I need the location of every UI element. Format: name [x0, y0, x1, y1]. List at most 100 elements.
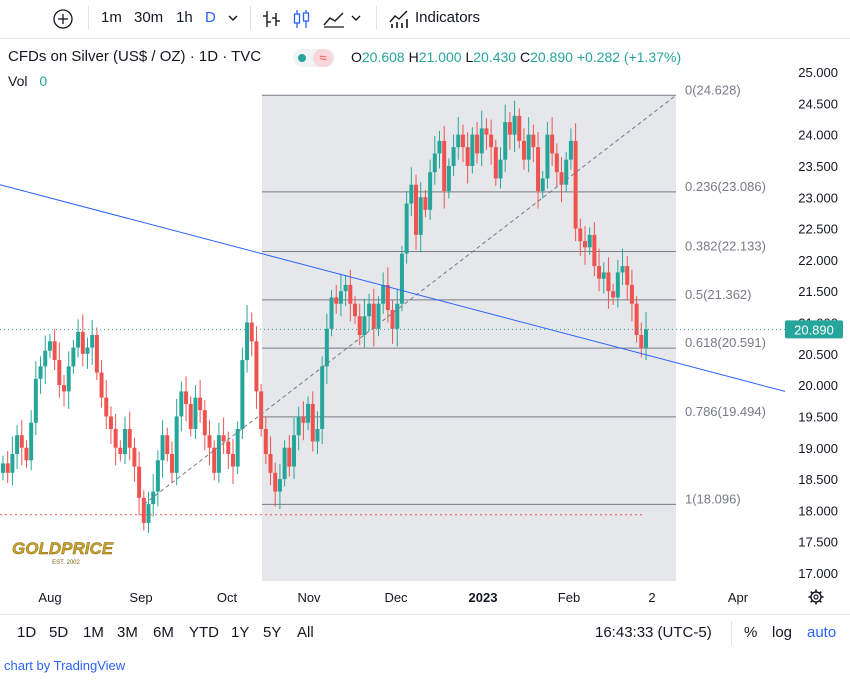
interval-30m-button[interactable]: 30m — [134, 9, 164, 26]
candle-body — [601, 272, 606, 279]
candle-body — [428, 172, 433, 210]
y-axis-tick-label: 19.000 — [798, 441, 838, 456]
candle-body — [348, 284, 353, 304]
candle-body — [615, 272, 620, 298]
candle-body — [71, 347, 76, 367]
candle-body — [418, 197, 423, 235]
candle-body — [465, 147, 470, 166]
candle-body — [343, 284, 348, 292]
toolbar-divider — [250, 6, 251, 30]
log-scale-button[interactable]: log — [772, 624, 793, 641]
range-5y-button[interactable]: 5Y — [263, 624, 282, 641]
candle-body — [620, 266, 625, 273]
auto-scale-button[interactable]: auto — [807, 624, 837, 641]
x-axis-tick-label: Oct — [217, 590, 238, 605]
settings-gear-icon[interactable] — [808, 589, 824, 605]
candle-body — [188, 403, 193, 429]
candle-body — [329, 297, 334, 329]
ohlc-readout: O20.608 H21.000 L20.430 C20.890 +0.282 (… — [351, 49, 681, 65]
candle-body — [230, 454, 235, 467]
candles-chart-type-icon[interactable] — [292, 8, 312, 30]
candle-body — [324, 328, 329, 367]
range-1d-button[interactable]: 1D — [17, 624, 37, 641]
add-symbol-icon[interactable] — [52, 8, 74, 30]
candle-body — [184, 391, 189, 404]
goldprice-logo: GOLDPRICE — [12, 539, 114, 558]
candle-body — [540, 178, 545, 191]
candle-body — [338, 291, 343, 304]
chevron-down-icon[interactable] — [227, 12, 239, 24]
range-3m-button[interactable]: 3M — [117, 624, 138, 641]
interval-1h-button[interactable]: 1h — [176, 9, 193, 26]
indicators-button[interactable]: Indicators — [415, 9, 481, 26]
range-ytd-button[interactable]: YTD — [189, 624, 219, 641]
candle-body — [489, 134, 494, 148]
candle-body — [1, 463, 5, 473]
area-chart-type-icon[interactable] — [322, 8, 346, 30]
candle-body — [409, 184, 414, 204]
range-all-button[interactable]: All — [297, 624, 314, 641]
price-chart[interactable]: 25.000 24.500 24.000 23.500 23.000 22.500 22.0… — [0, 40, 850, 614]
range-5d-button[interactable]: 5D — [49, 624, 69, 641]
delayed-data-icon: ≈ — [313, 49, 333, 67]
candle-body — [498, 159, 503, 179]
candle-body — [587, 234, 592, 248]
indicators-icon[interactable] — [388, 8, 410, 30]
candle-body — [15, 435, 20, 455]
y-axis-tick-label: 17.000 — [798, 566, 838, 581]
candle-body — [240, 360, 245, 429]
range-1y-button[interactable]: 1Y — [231, 624, 250, 641]
x-axis-tick-label: Feb — [558, 590, 580, 605]
volume-legend: Vol 0 — [8, 73, 47, 89]
candle-body — [38, 366, 43, 379]
candle-body — [507, 122, 512, 135]
candle-body — [310, 403, 315, 442]
candle-body — [33, 378, 38, 423]
fibonacci-level-label: 0.618(20.591) — [685, 335, 766, 350]
fibonacci-level-label: 0.5(21.362) — [685, 287, 752, 302]
chevron-down-icon[interactable] — [350, 12, 362, 24]
y-axis-tick-label: 17.500 — [798, 535, 838, 550]
toolbar-divider — [376, 6, 377, 30]
candle-body — [24, 447, 29, 461]
candle-body — [320, 366, 325, 429]
interval-d-button[interactable]: D — [205, 9, 216, 26]
candle-body — [484, 128, 489, 135]
clock-timezone[interactable]: 16:43:33 (UTC-5) — [595, 624, 712, 641]
candle-body — [559, 172, 564, 185]
candle-body — [573, 140, 578, 229]
open-value: 20.608 — [361, 49, 405, 65]
candle-body — [526, 134, 531, 160]
tradingview-credit-link[interactable]: chart by TradingView — [4, 658, 126, 673]
candle-body — [357, 316, 362, 336]
candle-body — [226, 441, 231, 455]
market-open-dot-icon — [298, 54, 306, 62]
candle-body — [545, 134, 550, 179]
fibonacci-level-label: 0.786(19.494) — [685, 404, 766, 419]
candle-body — [216, 435, 221, 473]
interval-1m-button[interactable]: 1m — [101, 9, 122, 26]
candle-body — [451, 147, 456, 166]
y-axis-tick-label: 18.500 — [798, 472, 838, 487]
candle-body — [141, 497, 146, 523]
candle-body — [99, 372, 104, 398]
bar-chart-type-icon[interactable] — [262, 8, 282, 30]
candle-body — [259, 391, 264, 429]
symbol-title[interactable]: CFDs on Silver (US$ / OZ) · 1D · TVC — [8, 48, 262, 65]
x-axis-tick-label: Sep — [129, 590, 152, 605]
candle-body — [479, 128, 484, 154]
x-axis-tick-label: 2 — [648, 590, 655, 605]
close-label: C — [519, 49, 531, 65]
range-1m-button[interactable]: 1M — [83, 624, 104, 641]
candle-body — [62, 385, 67, 392]
percent-scale-button[interactable]: % — [744, 624, 758, 641]
range-6m-button[interactable]: 6M — [153, 624, 174, 641]
fibonacci-level-label: 0.236(23.086) — [685, 179, 766, 194]
low-value: 20.430 — [473, 49, 517, 65]
candle-body — [85, 347, 90, 354]
candle-body — [137, 466, 142, 498]
candle-body — [160, 435, 165, 461]
volume-value: 0 — [39, 73, 48, 89]
candle-body — [385, 284, 390, 310]
candle-body — [315, 428, 320, 442]
